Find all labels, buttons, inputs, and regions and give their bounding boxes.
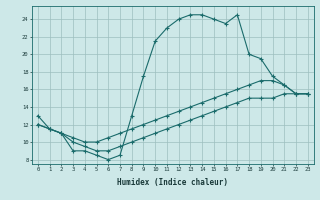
X-axis label: Humidex (Indice chaleur): Humidex (Indice chaleur): [117, 178, 228, 187]
